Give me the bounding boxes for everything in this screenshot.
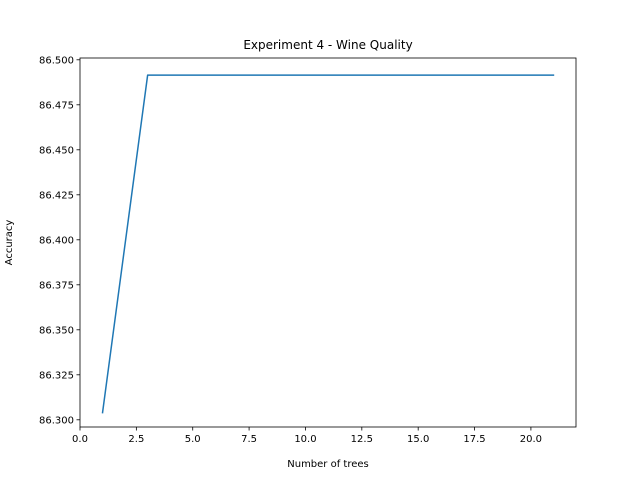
y-tick-label: 86.325 [39, 370, 74, 381]
series-line-0 [101, 74, 555, 414]
x-tick-label: 7.5 [241, 434, 257, 445]
y-tick-label: 86.375 [39, 280, 74, 291]
y-tick-label: 86.300 [39, 415, 74, 426]
y-tick-label: 86.475 [39, 100, 74, 111]
y-axis-label: Accuracy [4, 220, 15, 266]
x-tick-label: 2.5 [128, 434, 144, 445]
y-tick-label: 86.350 [39, 325, 74, 336]
x-axis-label: Number of trees [287, 459, 369, 470]
x-tick-label: 20.0 [520, 434, 542, 445]
y-tick-label: 86.500 [39, 55, 74, 66]
axes-frame [79, 57, 577, 428]
y-tick-label: 86.425 [39, 190, 74, 201]
x-tick-label: 10.0 [294, 434, 316, 445]
x-tick-label: 15.0 [407, 434, 429, 445]
x-tick-label: 0.0 [72, 434, 88, 445]
chart-title: Experiment 4 - Wine Quality [243, 38, 412, 52]
y-tick-label: 86.400 [39, 235, 74, 246]
y-tick-label: 86.450 [39, 145, 74, 156]
x-tick-label: 5.0 [185, 434, 201, 445]
x-tick-label: 17.5 [463, 434, 485, 445]
plot-area: 0.0 2.5 5.0 7.5 10.0 12.5 15.0 17.5 20.0 86.300 86… [39, 55, 577, 445]
x-tick-label: 12.5 [351, 434, 373, 445]
